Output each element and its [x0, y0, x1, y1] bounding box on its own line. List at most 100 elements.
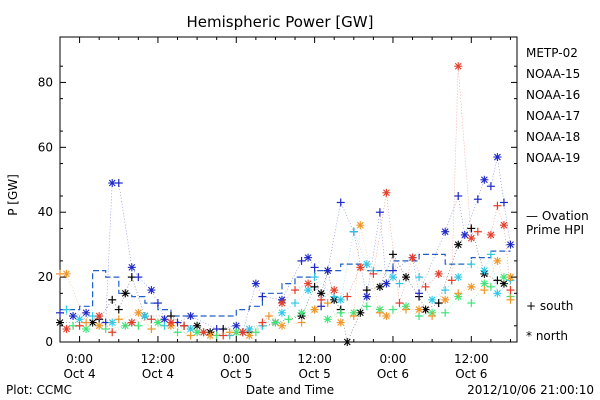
north-marker	[121, 321, 130, 330]
north-marker	[304, 286, 313, 295]
legend-symbol-south: + south	[526, 299, 573, 313]
north-marker	[69, 312, 78, 321]
south-marker	[147, 325, 156, 334]
north-marker	[199, 328, 208, 337]
south-marker	[62, 305, 71, 314]
north-marker	[127, 318, 136, 327]
series-connector	[66, 66, 511, 336]
north-marker	[362, 292, 371, 301]
north-marker	[480, 175, 489, 184]
north-marker	[467, 234, 476, 243]
legend-item-noaa-19: NOAA-19	[526, 151, 580, 165]
x-tick-label-time: 0:00	[66, 352, 93, 366]
north-marker	[428, 295, 437, 304]
south-marker	[343, 292, 352, 301]
south-marker	[473, 195, 482, 204]
north-marker	[245, 331, 254, 340]
north-marker	[153, 318, 162, 327]
x-tick-label-time: 12:00	[454, 352, 489, 366]
south-marker	[134, 273, 143, 282]
x-tick-label-date: Oct 5	[299, 367, 331, 381]
north-marker	[108, 318, 117, 327]
south-marker	[134, 321, 143, 330]
south-marker	[506, 295, 515, 304]
north-marker	[166, 318, 175, 327]
north-marker	[238, 328, 247, 337]
series-noaa-18	[56, 221, 515, 340]
south-marker	[291, 286, 300, 295]
series-connector	[59, 157, 511, 333]
south-marker	[467, 224, 476, 233]
north-marker	[297, 308, 306, 317]
north-marker	[134, 308, 143, 317]
legend-item-noaa-15: NOAA-15	[526, 67, 580, 81]
south-marker	[310, 273, 319, 282]
y-axis: 0 20 40 60 80	[38, 65, 517, 349]
north-marker	[323, 266, 332, 275]
south-marker	[415, 289, 424, 298]
north-marker	[454, 273, 463, 282]
south-marker	[173, 328, 182, 337]
south-marker	[441, 286, 450, 295]
south-marker	[421, 282, 430, 291]
north-marker	[108, 179, 117, 188]
south-marker	[258, 318, 267, 327]
north-marker	[467, 282, 476, 291]
south-marker	[402, 305, 411, 314]
south-marker	[225, 328, 234, 337]
north-marker	[95, 321, 104, 330]
south-marker	[415, 273, 424, 282]
south-marker	[251, 328, 260, 337]
x-tick-label-date: Oct 6	[455, 367, 487, 381]
south-marker	[447, 276, 456, 285]
legend-ovation-label: Prime HPI	[526, 223, 584, 237]
x-tick-label-date: Oct 4	[142, 367, 174, 381]
south-marker	[486, 182, 495, 191]
x-tick-label-time: 0:00	[223, 352, 250, 366]
north-marker	[356, 263, 365, 272]
north-marker	[56, 318, 64, 327]
legend-symbol-north: * north	[526, 329, 568, 343]
south-marker	[317, 295, 326, 304]
x-tick-label-time: 12:00	[297, 352, 332, 366]
legend-item-noaa-18: NOAA-18	[526, 130, 580, 144]
legend-ovation-label: — Ovation	[526, 209, 589, 223]
x-tick-label-date: Oct 5	[220, 367, 252, 381]
south-marker	[486, 250, 495, 259]
south-marker	[153, 299, 162, 308]
legend: METP-02 NOAA-15 NOAA-16 NOAA-17 NOAA-18 NOAA-…	[526, 46, 589, 343]
south-marker	[493, 201, 502, 210]
north-marker	[127, 263, 136, 272]
north-marker	[506, 240, 515, 249]
series-noaa-17	[69, 273, 515, 340]
south-marker	[369, 269, 378, 278]
north-marker	[121, 289, 130, 298]
south-marker	[395, 279, 404, 288]
footer-left: Plot: CCMC	[6, 383, 72, 397]
south-marker	[473, 227, 482, 236]
chart-title: Hemispheric Power [GW]	[187, 13, 374, 31]
north-marker	[82, 308, 91, 317]
south-marker	[297, 318, 306, 327]
south-marker	[75, 321, 84, 330]
north-marker	[343, 338, 352, 346]
south-marker	[388, 250, 397, 259]
y-tick-label: 60	[38, 140, 53, 154]
south-marker	[454, 289, 463, 298]
north-marker	[304, 279, 313, 288]
north-marker	[336, 295, 345, 304]
north-marker	[486, 230, 495, 239]
legend-item-metp-02: METP-02	[526, 46, 578, 60]
north-marker	[499, 221, 508, 230]
north-marker	[388, 273, 397, 282]
plot-frame	[59, 36, 518, 343]
south-marker	[454, 191, 463, 200]
south-marker	[486, 282, 495, 291]
north-marker	[493, 289, 502, 298]
north-marker	[408, 253, 417, 262]
y-tick-label: 0	[45, 335, 53, 349]
south-marker	[258, 292, 267, 301]
south-marker	[499, 198, 508, 207]
north-marker	[441, 295, 450, 304]
